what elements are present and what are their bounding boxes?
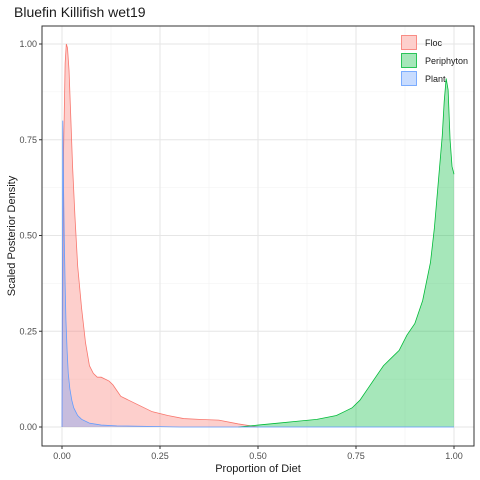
x-axis-title: Proportion of Diet [215, 463, 301, 475]
y-axis-title: Scaled Posterior Density [6, 175, 18, 296]
y-tick-label: 0.25 [19, 326, 37, 336]
x-tick-label: 0.25 [151, 451, 169, 461]
legend-swatch-periphyton [401, 53, 417, 68]
series-line-plant [61, 120, 454, 428]
y-tick-label: 0.75 [19, 135, 37, 145]
x-tick-label: 1.00 [445, 451, 463, 461]
legend-label-floc: Floc [425, 38, 443, 48]
y-tick-label: 1.00 [19, 39, 37, 49]
series-line-periphyton [238, 78, 455, 428]
x-tick-label: 0.75 [347, 451, 365, 461]
legend-key-bg [401, 53, 417, 68]
legend: Floc Periphyton Plant [401, 35, 468, 86]
y-tick-label: 0.00 [19, 422, 37, 432]
x-tick-label: 0.00 [53, 451, 71, 461]
axis-layer: 0.00 0.25 0.50 0.75 1.00 0.00 0.25 0.50 0.75 1.00 [19, 39, 462, 461]
area-layer [61, 43, 455, 428]
legend-key-bg [401, 35, 417, 50]
legend-swatch-plant [401, 71, 417, 86]
y-tick-label: 0.50 [19, 231, 37, 241]
chart-title: Bluefin Killifish wet19 [14, 4, 146, 20]
series-area-periphyton [238, 78, 454, 427]
x-tick-label: 0.50 [249, 451, 267, 461]
legend-label-plant: Plant [425, 74, 446, 84]
series-line-floc [61, 43, 259, 428]
legend-key-bg [401, 71, 417, 86]
legend-swatch-floc [401, 35, 417, 50]
series-area-floc [62, 44, 258, 427]
legend-label-periphyton: Periphyton [425, 56, 468, 66]
